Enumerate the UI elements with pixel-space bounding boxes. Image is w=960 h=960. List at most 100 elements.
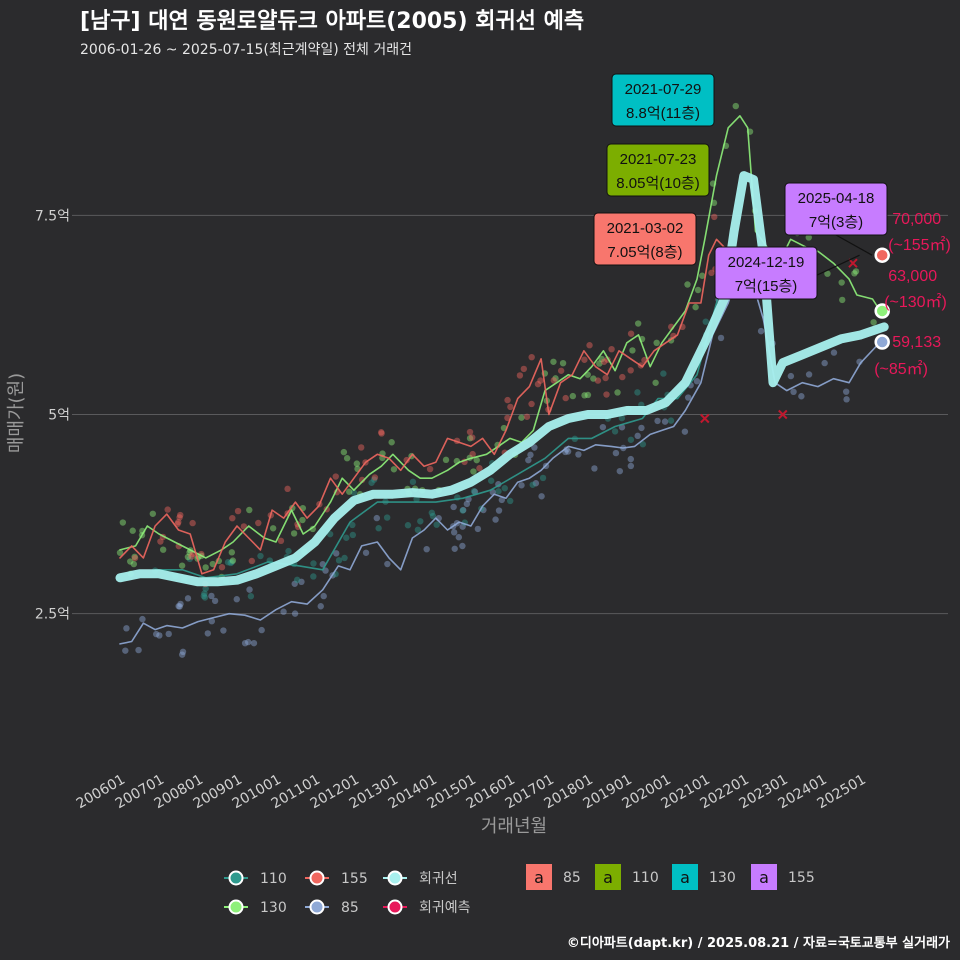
scatter-point <box>798 393 805 400</box>
scatter-point <box>188 553 195 560</box>
scatter-point <box>531 444 538 451</box>
y-tick-labels: 2.5억 5억 7.5억 <box>35 208 70 622</box>
series-line-155 <box>119 238 729 575</box>
scatter-point <box>340 448 348 456</box>
legend-box-box110 <box>595 864 621 890</box>
scatter-point <box>564 448 572 455</box>
scatter-point <box>423 545 430 553</box>
scatter-point <box>358 444 365 451</box>
scatter-point <box>838 279 845 286</box>
scatter-point <box>842 388 850 395</box>
annotation-text: 7억(15층) <box>735 278 798 295</box>
legend-marker-85 <box>309 899 325 915</box>
scatter-point <box>370 476 378 483</box>
scatter-point <box>309 525 316 533</box>
scatter-point <box>839 296 846 304</box>
scatter-point <box>559 359 567 367</box>
scatter-point <box>594 377 602 384</box>
scatter-point <box>455 534 463 541</box>
scatter-point <box>156 632 163 639</box>
scatter-point <box>139 615 146 623</box>
scatter-point <box>627 330 635 337</box>
credit-text: ©디아파트(dapt.kr) / 2025.08.21 / 자료=국토교통부 실… <box>567 935 950 951</box>
scatter-point <box>177 600 184 608</box>
scatter-point <box>371 474 379 481</box>
scatter-point <box>186 555 194 563</box>
annotations: 2021-07-29 8.8억(11층) 2021-07-23 8.05억(10층) 2… <box>593 73 888 300</box>
scatter-point <box>218 564 226 571</box>
scatter-point <box>130 560 138 568</box>
y-tick-label: 2.5억 <box>35 607 70 623</box>
scatter-point <box>320 592 327 600</box>
scatter-point <box>127 558 134 565</box>
legend-box-label: 85 <box>563 870 581 886</box>
scatter-point <box>492 516 499 523</box>
scatter-point <box>224 559 232 566</box>
scatter-point <box>349 531 357 539</box>
scatter-point <box>634 432 641 440</box>
scatter-point <box>350 489 358 496</box>
scatter-point <box>539 474 547 482</box>
scatter-point <box>520 365 528 373</box>
scatter-point <box>504 396 511 404</box>
scatter-point <box>131 554 139 562</box>
scatter-point <box>653 339 660 347</box>
scatter-point <box>378 429 385 436</box>
legend-marker-155 <box>309 870 325 886</box>
scatter-point <box>495 507 503 514</box>
scatter-point <box>805 234 812 241</box>
scatter-point <box>708 269 715 277</box>
scatter-point <box>368 479 375 486</box>
scatter-point <box>590 375 597 382</box>
scatter-point <box>507 403 514 411</box>
scatter-point <box>600 358 608 365</box>
scatter-point <box>599 423 607 431</box>
scatter-point <box>608 345 615 353</box>
scatter-point <box>208 592 215 600</box>
scatter-point <box>667 417 675 424</box>
chart-subtitle: 2006-01-26 ~ 2025-07-15(최근계약일) 전체 거래건 <box>80 42 412 58</box>
scatter-point <box>131 553 138 560</box>
scatter-point <box>684 281 691 288</box>
scatter-point <box>153 630 160 638</box>
y-axis-label: 매매가(원) <box>6 373 27 453</box>
scatter-point <box>201 590 208 597</box>
scatter-point <box>227 559 234 567</box>
scatter-point <box>433 521 440 528</box>
legend-box-glyph: a <box>680 868 690 887</box>
scatter-point <box>518 414 525 421</box>
annotation-box <box>784 182 888 236</box>
scatter-point <box>240 523 248 530</box>
scatter-point <box>290 530 298 537</box>
scatter-point <box>830 349 838 356</box>
scatter-point <box>616 467 624 475</box>
scatter-point <box>557 367 565 374</box>
scatter-point <box>470 468 477 475</box>
x-axis-label: 거래년월 <box>481 816 547 837</box>
legend: 110 155 회귀선 130 85 회귀예측 a 85 a 110 a 130 a 155 <box>224 864 815 916</box>
scatter-point <box>343 534 350 541</box>
cross-marker <box>778 409 788 420</box>
annotation-date: 2021-03-02 <box>607 220 684 237</box>
scatter-point <box>201 594 209 601</box>
scatter-point <box>717 334 725 342</box>
scatter-point <box>135 646 142 654</box>
forecast-point <box>874 247 890 263</box>
scatter-point <box>291 580 298 587</box>
scatter-point <box>598 355 605 363</box>
scatter-point <box>284 485 291 493</box>
legend-box-label: 130 <box>709 870 736 886</box>
scatter-point <box>229 557 237 564</box>
scatter-point <box>220 627 227 634</box>
scatter-point <box>119 519 127 526</box>
scatter-point <box>255 519 262 527</box>
scatter-point <box>178 651 186 658</box>
scatter-point <box>184 595 192 602</box>
scatter-point <box>685 394 692 401</box>
scatter-point <box>562 394 569 402</box>
scatter-point <box>459 542 466 550</box>
scatter-point <box>504 414 511 422</box>
scatter-point <box>176 603 183 610</box>
scatter-point <box>463 500 471 508</box>
scatter-point <box>129 527 136 534</box>
